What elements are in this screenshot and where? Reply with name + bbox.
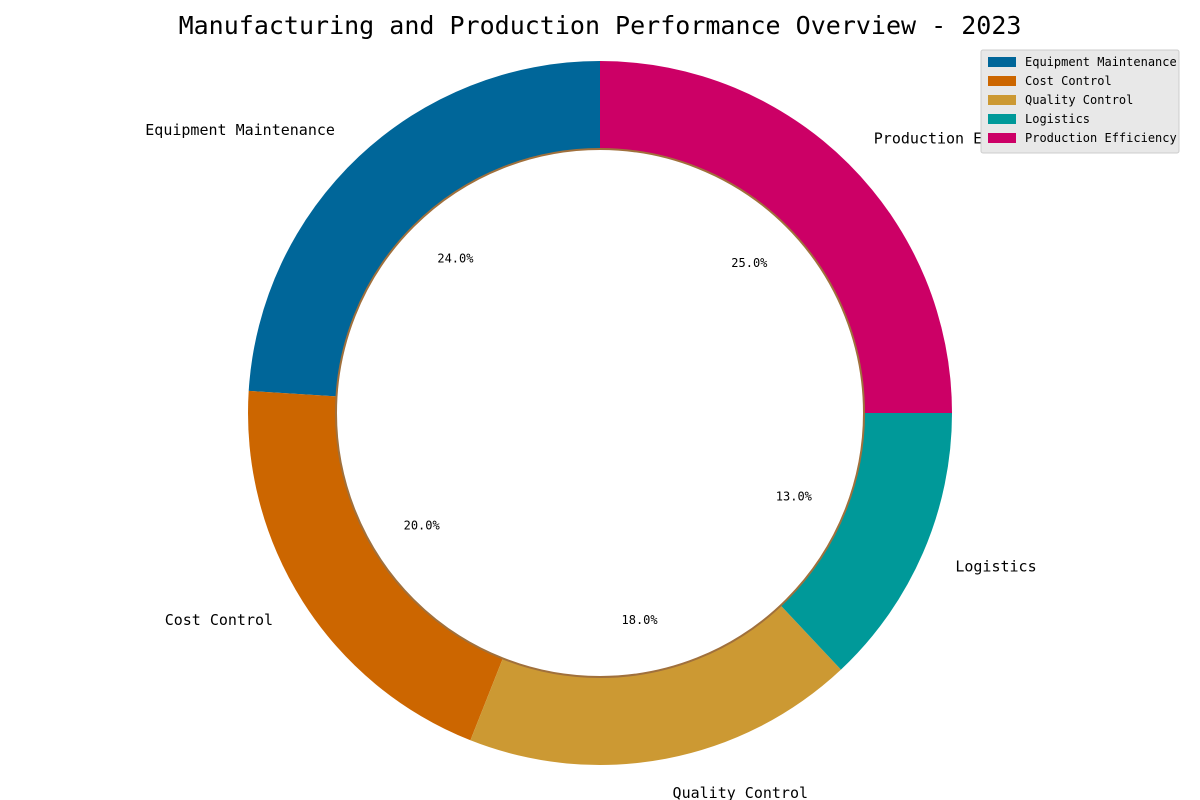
legend-label-cost-control: Cost Control xyxy=(1025,74,1112,88)
legend-swatch-cost-control xyxy=(988,76,1016,86)
slice-label-equipment-maintenance: Equipment Maintenance xyxy=(145,121,335,139)
legend-swatch-quality-control xyxy=(988,95,1016,105)
slice-label-quality-control: Quality Control xyxy=(673,784,808,800)
legend-swatch-equipment-maintenance xyxy=(988,57,1016,67)
percent-label-equipment-maintenance: 24.0% xyxy=(437,252,474,266)
percent-label-logistics: 13.0% xyxy=(776,489,813,503)
legend-label-equipment-maintenance: Equipment Maintenance xyxy=(1025,55,1177,69)
slice-label-cost-control: Cost Control xyxy=(165,611,273,629)
percent-label-quality-control: 18.0% xyxy=(622,613,659,627)
slice-label-logistics: Logistics xyxy=(955,557,1036,575)
legend: Equipment Maintenance Cost Control Quality… xyxy=(980,49,1180,154)
legend-swatch-logistics xyxy=(988,114,1016,124)
legend-label-logistics: Logistics xyxy=(1025,112,1090,126)
percent-labels: 24.0% 20.0% 18.0% 13.0% 25.0% xyxy=(404,252,813,627)
donut-inner-ring xyxy=(335,148,865,678)
legend-label-quality-control: Quality Control xyxy=(1025,93,1133,107)
percent-label-cost-control: 20.0% xyxy=(404,519,441,533)
legend-background xyxy=(980,49,1180,154)
legend-swatch-production-efficiency xyxy=(988,133,1016,143)
chart-title: Manufacturing and Production Performance… xyxy=(179,11,1022,40)
legend-label-production-efficiency: Production Efficiency xyxy=(1025,131,1177,145)
percent-label-production-efficiency: 25.0% xyxy=(731,256,768,270)
